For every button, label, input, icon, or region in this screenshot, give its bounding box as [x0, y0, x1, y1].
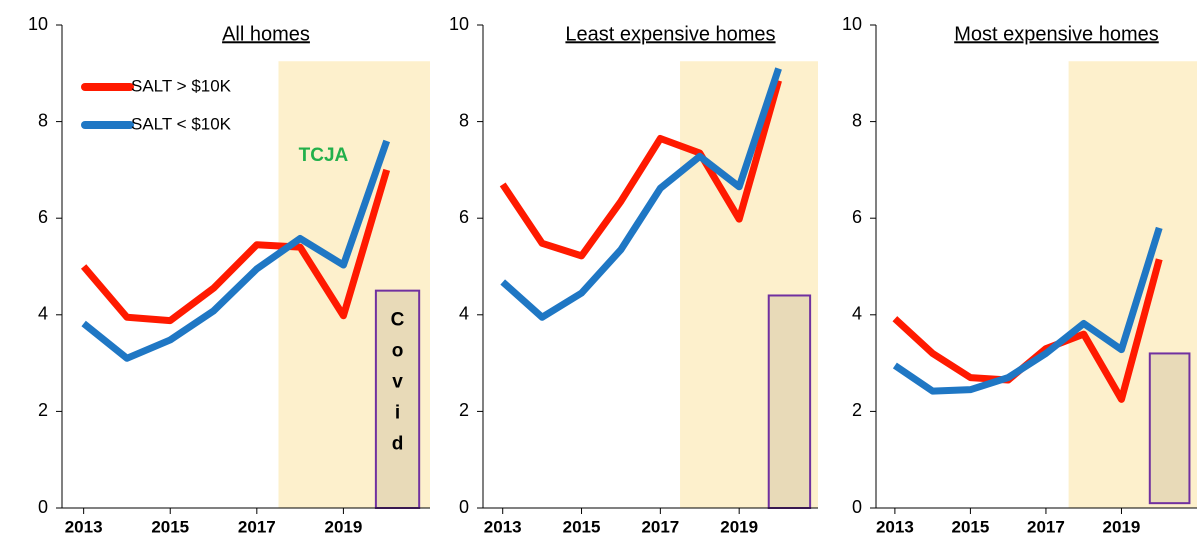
- y-tick-label: 4: [852, 304, 862, 324]
- legend-label: SALT < $10K: [131, 114, 232, 133]
- x-tick-label: 2013: [484, 517, 522, 536]
- y-tick-label: 6: [852, 207, 862, 227]
- x-tick-label: 2019: [324, 517, 362, 536]
- series-line: [80, 168, 391, 325]
- y-tick-label: 10: [842, 14, 862, 34]
- y-tick-label: 8: [459, 110, 469, 130]
- y-tick-label: 6: [38, 207, 48, 227]
- series-line: [81, 139, 391, 362]
- y-tick-label: 2: [852, 400, 862, 420]
- x-tick-label: 2015: [563, 517, 601, 536]
- y-tick-label: 0: [459, 497, 469, 517]
- y-tick-label: 0: [38, 497, 48, 517]
- series-line: [892, 226, 1163, 395]
- x-tick-label: 2019: [1103, 517, 1141, 536]
- x-tick-label: 2013: [876, 517, 914, 536]
- x-tick-label: 2017: [641, 517, 679, 536]
- x-tick-label: 2017: [1027, 517, 1065, 536]
- x-tick-label: 2013: [65, 517, 103, 536]
- y-tick-label: 2: [459, 400, 469, 420]
- y-tick-label: 8: [852, 110, 862, 130]
- series-line: [499, 79, 782, 260]
- covid-box: [374, 289, 421, 509]
- y-tick-label: 4: [459, 304, 469, 324]
- panel-title: All homes: [222, 23, 310, 45]
- panel-title: Most expensive homes: [954, 23, 1159, 45]
- legend-label: SALT > $10K: [131, 76, 232, 95]
- x-tick-label: 2019: [720, 517, 758, 536]
- y-tick-label: 10: [28, 14, 48, 34]
- y-tick-label: 2: [38, 400, 48, 420]
- y-tick-label: 6: [459, 207, 469, 227]
- x-tick-label: 2017: [238, 517, 276, 536]
- x-tick-label: 2015: [951, 517, 989, 536]
- covid-box: [1148, 352, 1191, 505]
- covid-box: [767, 294, 812, 510]
- y-tick-label: 4: [38, 304, 48, 324]
- y-tick-label: 10: [449, 14, 469, 34]
- x-tick-label: 2015: [151, 517, 189, 536]
- panel-title: Least expensive homes: [565, 23, 775, 45]
- y-tick-label: 8: [38, 110, 48, 130]
- series-line: [500, 67, 782, 321]
- y-tick-label: 0: [852, 497, 862, 517]
- shade-label: TCJA: [299, 145, 349, 166]
